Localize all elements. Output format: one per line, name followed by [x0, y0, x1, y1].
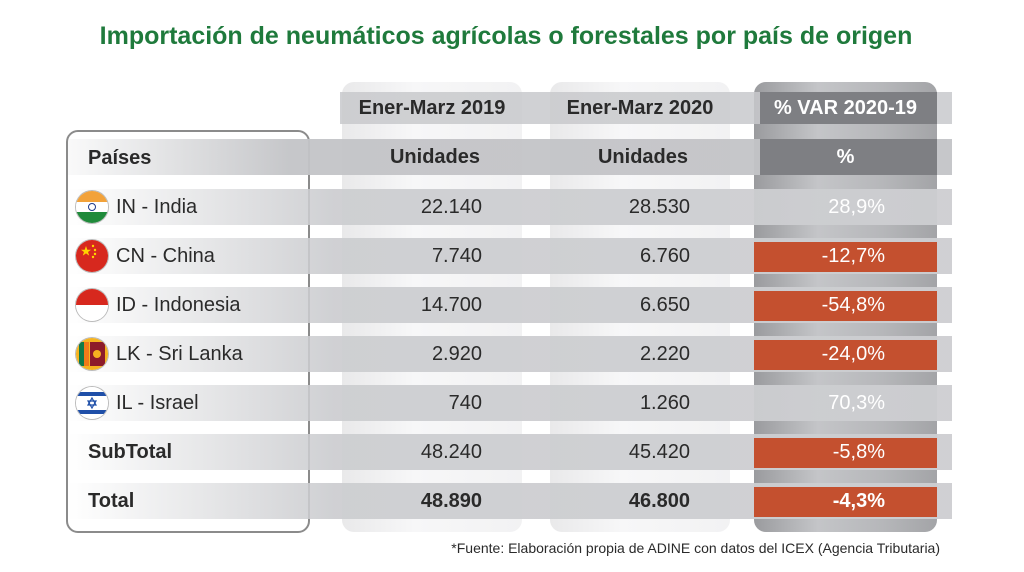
value-var: 28,9% [828, 196, 885, 218]
subtotal-var: -5,8% [832, 441, 885, 463]
country-label: IN - India [116, 196, 198, 218]
negative-highlight [754, 340, 937, 370]
value-2020: 1.260 [639, 392, 690, 414]
header-countries: Países [88, 147, 152, 169]
header-units-2020: Unidades [597, 146, 689, 168]
page-title: Importación de neumáticos agrícolas o fo… [99, 22, 913, 50]
subtotal-2020: 45.420 [628, 441, 690, 463]
header-units-2019: Unidades [389, 146, 481, 168]
country-label: IL - Israel [116, 392, 199, 414]
total-label: Total [88, 490, 135, 512]
value-2020: 28.530 [628, 196, 690, 218]
source-footnote: *Fuente: Elaboración propia de ADINE con… [451, 540, 940, 556]
value-2019: 14.700 [420, 294, 482, 316]
value-2020: 6.650 [639, 294, 690, 316]
negative-highlight [754, 438, 937, 468]
israel-flag-icon [76, 387, 108, 419]
row-band [68, 385, 952, 421]
country-column-frame [66, 130, 310, 533]
value-2019: 7.740 [431, 245, 482, 267]
indonesia-flag-icon [76, 289, 108, 321]
value-2019: 740 [448, 392, 482, 414]
value-2020: 2.220 [639, 343, 690, 365]
country-label: LK - Sri Lanka [116, 343, 243, 365]
header-period-2019: Ener-Marz 2019 [358, 97, 506, 119]
negative-highlight [754, 242, 937, 272]
subtotal-label: SubTotal [88, 441, 173, 463]
china-flag-icon [76, 240, 108, 272]
sri-lanka-flag-icon [76, 338, 108, 370]
country-label: ID - Indonesia [116, 294, 241, 316]
value-var: -54,8% [821, 294, 885, 316]
value-var: -12,7% [821, 245, 885, 267]
negative-highlight [754, 487, 937, 517]
header-period-2020: Ener-Marz 2020 [566, 97, 714, 119]
header-pct: % [836, 146, 855, 168]
value-2019: 2.920 [431, 343, 482, 365]
subtotal-2019: 48.240 [420, 441, 482, 463]
value-var: 70,3% [828, 392, 885, 414]
total-2020: 46.800 [628, 490, 690, 512]
header-band-pct [760, 139, 937, 175]
country-label: CN - China [116, 245, 215, 267]
total-var: -4,3% [832, 490, 885, 512]
row-band [68, 189, 952, 225]
value-2020: 6.760 [639, 245, 690, 267]
total-2019: 48.890 [420, 490, 482, 512]
value-var: -24,0% [821, 343, 885, 365]
india-flag-icon [76, 191, 108, 223]
header-band-var [760, 92, 937, 124]
header-var: % VAR 2020-19 [773, 97, 918, 119]
value-2019: 22.140 [420, 196, 482, 218]
negative-highlight [754, 291, 937, 321]
